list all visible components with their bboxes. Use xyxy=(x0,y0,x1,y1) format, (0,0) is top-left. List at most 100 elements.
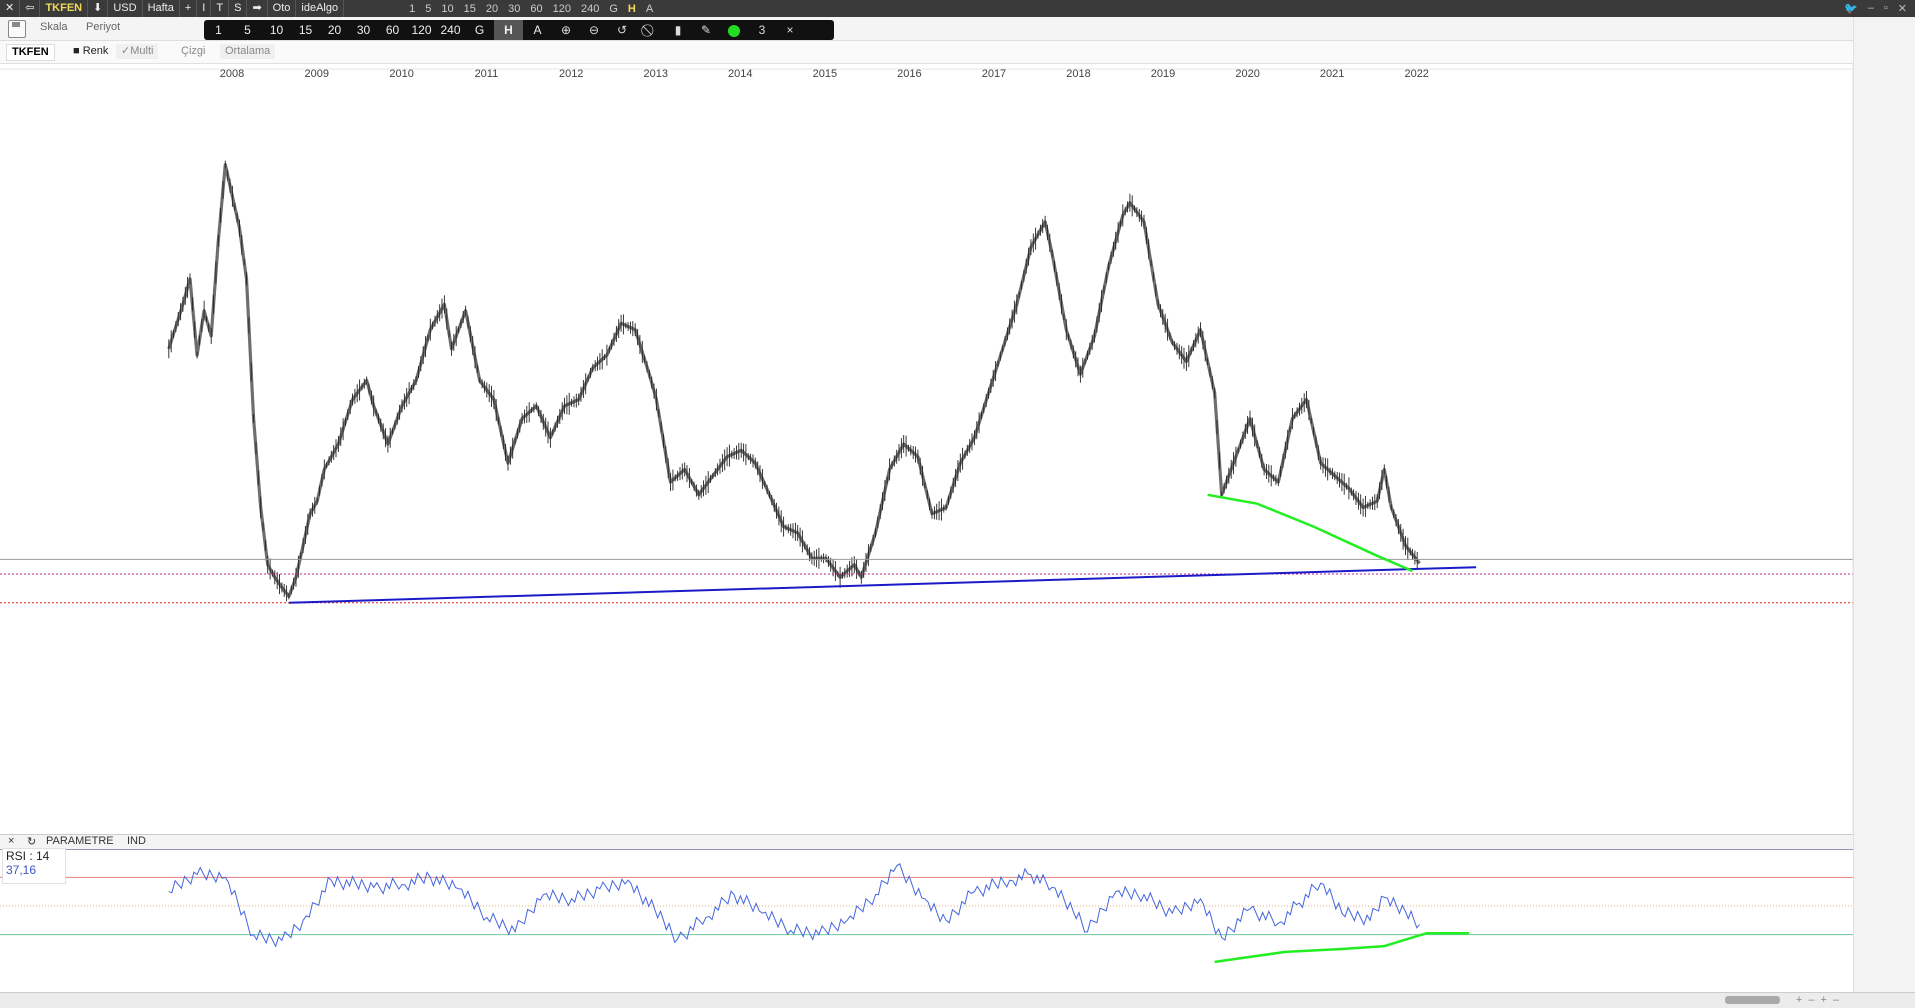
period-button-10[interactable]: 10 xyxy=(269,23,284,37)
restore-icon[interactable]: ▫ xyxy=(1883,2,1888,14)
window-close-icon[interactable]: ✕ xyxy=(1897,3,1907,15)
top-period-120[interactable]: 120 xyxy=(552,2,571,15)
timeframe-label[interactable]: Hafta xyxy=(143,0,180,17)
period-button-A[interactable]: A xyxy=(533,23,542,37)
minimize-icon[interactable]: – xyxy=(1867,2,1874,14)
toolbar-close-icon[interactable]: × xyxy=(786,23,794,37)
moving-average xyxy=(1207,493,1413,573)
top-period-1[interactable]: 1 xyxy=(409,2,416,15)
rsi-value: 37,16 xyxy=(6,863,37,877)
rsi-line xyxy=(168,863,1420,948)
rsi-info-box: RSI : 14 37,16 xyxy=(2,848,66,884)
chart-tabs-bar: TKFEN ■ Renk ✓Multi Çizgi Ortalama xyxy=(0,41,1915,64)
line-count[interactable]: 3 xyxy=(758,23,766,37)
back-icon[interactable]: ⇦ xyxy=(20,0,41,17)
period-button-1[interactable]: 1 xyxy=(215,23,222,37)
zoom-in-icon[interactable]: ⊕ xyxy=(560,23,572,37)
zoom-out-icon[interactable]: ⊖ xyxy=(588,23,600,37)
currency-label[interactable]: USD xyxy=(108,0,143,17)
i-button[interactable]: I xyxy=(197,0,212,17)
right-scroll-area[interactable] xyxy=(1853,17,1915,1007)
period-button-5[interactable]: 5 xyxy=(244,23,251,37)
top-period-A[interactable]: A xyxy=(645,2,654,15)
trash-icon[interactable]: ▮ xyxy=(674,23,682,37)
square-icon: ■ xyxy=(73,45,80,57)
rsi-green-ma xyxy=(1214,931,1470,964)
year-label: 2019 xyxy=(1151,68,1175,80)
indicator-header: × ↻ PARAMETRE IND xyxy=(0,834,1853,850)
year-label: 2009 xyxy=(305,68,329,80)
rsi-panel: 80,0060,0040,0020,00 xyxy=(0,858,1891,964)
refresh-icon[interactable]: ↻ xyxy=(27,836,37,848)
blue-trendline xyxy=(288,566,1477,604)
auto-button[interactable]: Oto xyxy=(268,0,297,17)
period-button[interactable]: Periyot xyxy=(86,21,121,33)
year-label: 2016 xyxy=(897,68,921,80)
save-icon[interactable] xyxy=(8,20,26,38)
price-chart[interactable]: 2008 2009 2010 2011 2012 2013 2014 2015 2016 2017… xyxy=(0,63,1915,993)
rsi-label: RSI : 14 xyxy=(6,849,50,863)
top-period-G[interactable]: G xyxy=(609,2,618,15)
scroll-thumb[interactable] xyxy=(1725,996,1780,1004)
close-icon[interactable]: ✕ xyxy=(0,0,21,17)
top-period-20[interactable]: 20 xyxy=(485,2,499,15)
twitter-icon[interactable]: 🐦 xyxy=(1844,3,1858,15)
year-label: 2014 xyxy=(728,68,752,80)
year-label: 2013 xyxy=(644,68,668,80)
year-label: 2012 xyxy=(559,68,583,80)
ind-button[interactable]: IND xyxy=(127,835,146,847)
plus-button[interactable]: + xyxy=(180,0,198,17)
period-button-G[interactable]: G xyxy=(474,23,485,37)
color-toggle[interactable]: ■ Renk xyxy=(68,44,113,59)
period-button-20[interactable]: 20 xyxy=(327,23,342,37)
period-button-60[interactable]: 60 xyxy=(385,23,400,37)
symbol-tab[interactable]: TKFEN xyxy=(6,44,55,61)
top-period-10[interactable]: 10 xyxy=(441,2,454,15)
year-label: 2021 xyxy=(1320,68,1344,80)
pen-icon[interactable]: ✎ xyxy=(700,23,712,37)
symbol-label[interactable]: TKFEN xyxy=(40,0,89,17)
top-period-15[interactable]: 15 xyxy=(463,2,476,15)
year-label: 2008 xyxy=(220,68,244,80)
period-button-240[interactable]: 240 xyxy=(440,23,461,37)
year-label: 2010 xyxy=(389,68,413,80)
indicator-close-icon[interactable]: × xyxy=(8,835,15,847)
color-dot-icon[interactable] xyxy=(720,20,748,40)
average-toggle[interactable]: Ortalama xyxy=(220,44,276,59)
s-button[interactable]: S xyxy=(229,0,248,17)
top-period-list: 1 5 10 15 20 30 60 120 240 G H A xyxy=(404,3,658,15)
parameter-button[interactable]: PARAMETRE xyxy=(46,835,114,847)
top-period-240[interactable]: 240 xyxy=(580,2,600,15)
price-line xyxy=(167,163,1421,598)
arrow-icon[interactable]: ➡ xyxy=(247,0,268,17)
year-label: 2017 xyxy=(982,68,1006,80)
top-period-5[interactable]: 5 xyxy=(425,2,432,15)
t-button[interactable]: T xyxy=(211,0,230,17)
top-period-60[interactable]: 60 xyxy=(530,2,543,15)
download-icon[interactable]: ⬇ xyxy=(88,0,109,17)
trendline xyxy=(288,566,1477,604)
year-label: 2015 xyxy=(813,68,837,80)
multi-toggle[interactable]: ✓Multi xyxy=(116,44,159,59)
year-label: 2011 xyxy=(475,68,499,80)
period-button-15[interactable]: 15 xyxy=(298,23,313,37)
title-bar: ✕ ⇦ TKFEN ⬇ USD Hafta + I T S ➡ Oto ideA… xyxy=(0,0,1915,17)
top-period-30[interactable]: 30 xyxy=(508,2,521,15)
top-period-H[interactable]: H xyxy=(627,2,636,15)
period-button-120[interactable]: 120 xyxy=(411,23,432,37)
multi-toggle-label: Multi xyxy=(130,45,154,57)
period-button-H[interactable]: H xyxy=(494,20,523,40)
zoom-controls[interactable]: +–+– xyxy=(1795,994,1845,1006)
line-toggle[interactable]: Çizgi xyxy=(181,45,206,57)
bottom-scrollbar[interactable]: +–+– xyxy=(0,992,1915,1008)
algo-button[interactable]: ideAlgo xyxy=(296,0,345,17)
no-icon[interactable]: ⃠ xyxy=(636,20,664,40)
reset-icon[interactable]: ↺ xyxy=(616,23,628,37)
window-controls: 🐦 – ▫ ✕ xyxy=(1844,2,1915,15)
period-button-30[interactable]: 30 xyxy=(356,23,371,37)
scale-button[interactable]: Skala xyxy=(40,21,68,33)
year-label: 2020 xyxy=(1235,68,1259,80)
year-label: 2022 xyxy=(1404,68,1428,80)
year-axis: 2008 2009 2010 2011 2012 2013 2014 2015 2016 2017… xyxy=(0,68,1853,80)
